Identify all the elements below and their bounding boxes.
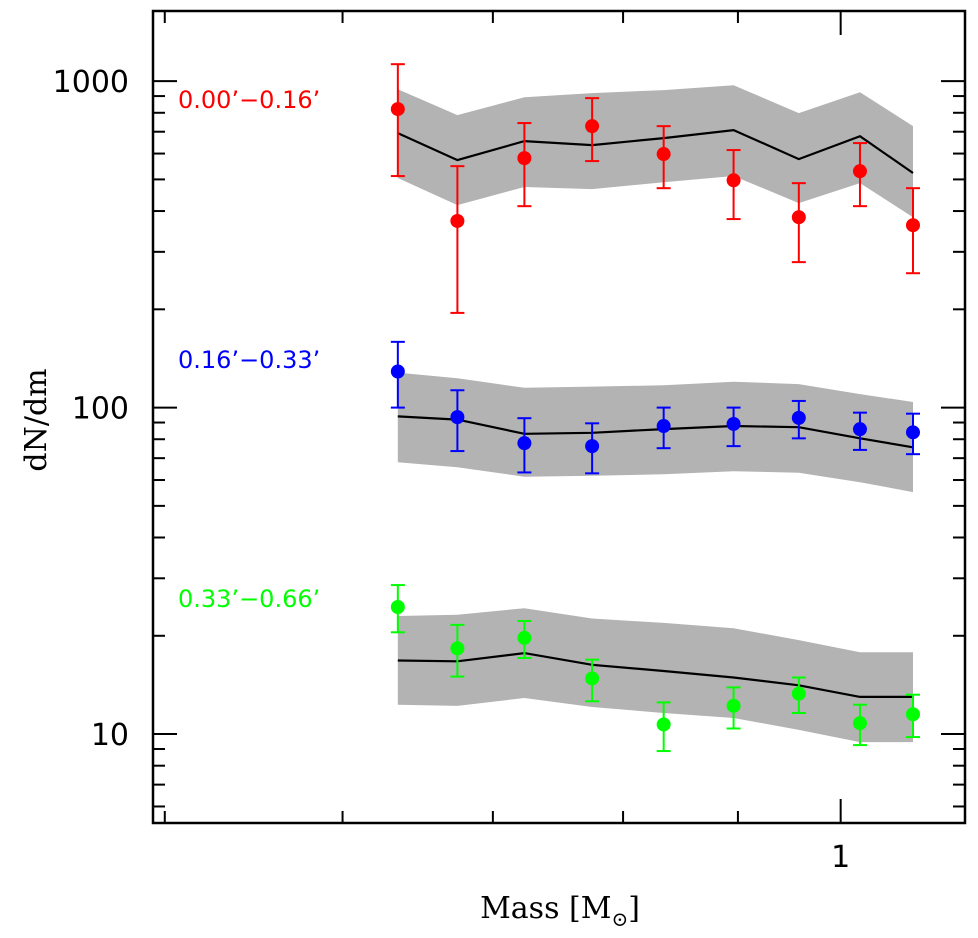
data-point <box>726 698 741 713</box>
data-point-group <box>852 142 867 208</box>
data-point-group <box>450 623 465 678</box>
data-point <box>852 716 867 731</box>
data-point-group <box>726 406 741 448</box>
y-tick-label: 10 <box>91 718 129 753</box>
data-point-group <box>905 187 920 275</box>
model-band-2 <box>397 608 913 743</box>
data-point-group <box>585 97 600 163</box>
data-point <box>450 213 465 228</box>
data-point <box>585 119 600 134</box>
data-point <box>656 717 671 732</box>
data-point <box>905 425 920 440</box>
series-label-outer: 0.33’−0.66’ <box>178 585 320 613</box>
data-point-group <box>656 406 671 450</box>
data-point <box>450 641 465 656</box>
model-bands <box>397 85 913 743</box>
data-point-group <box>517 619 532 659</box>
data-point <box>390 102 405 117</box>
data-point <box>390 600 405 615</box>
series-label-inner: 0.00’−0.16’ <box>178 86 320 114</box>
data-point <box>791 210 806 225</box>
data-point-group <box>656 701 671 753</box>
data-point-group <box>585 422 600 475</box>
data-point <box>585 439 600 454</box>
data-point <box>852 422 867 437</box>
y-axis-label: dN/dm <box>19 368 54 471</box>
model-band-1 <box>397 372 913 493</box>
plot-frame <box>151 9 967 825</box>
data-point-group <box>726 686 741 730</box>
data-point-group <box>450 389 465 453</box>
data-point <box>905 218 920 233</box>
data-point-group <box>905 693 920 739</box>
data-point-group <box>390 584 405 634</box>
data-point <box>905 707 920 722</box>
data-point <box>450 410 465 425</box>
data-point <box>517 436 532 451</box>
data-point-group <box>517 122 532 208</box>
model-band-0 <box>397 85 913 218</box>
data-point-group <box>852 703 867 747</box>
y-tick-label: 1000 <box>53 65 129 100</box>
model-line-2 <box>397 651 913 699</box>
series-label-middle: 0.16’−0.33’ <box>178 346 320 374</box>
data-point-group <box>791 676 806 715</box>
data-point-group <box>905 412 920 456</box>
data-point-group <box>791 399 806 440</box>
data-point <box>517 151 532 166</box>
data-point <box>726 173 741 188</box>
data-point-group <box>726 149 741 221</box>
data-point-group <box>390 63 405 178</box>
axis-ticks <box>153 11 965 823</box>
data-point-group <box>585 658 600 703</box>
data-point <box>390 364 405 379</box>
data-points <box>390 63 920 753</box>
tick-labels: 10 100 1000 1 <box>53 65 851 875</box>
data-point <box>656 419 671 434</box>
data-point <box>585 671 600 686</box>
data-point-group <box>852 411 867 451</box>
data-point-group <box>791 182 806 264</box>
data-point <box>656 147 671 162</box>
data-point <box>791 686 806 701</box>
y-tick-label: 100 <box>72 392 129 427</box>
axes-frame <box>151 9 967 825</box>
data-point-group <box>450 165 465 314</box>
data-point-group <box>656 125 671 190</box>
data-point <box>726 416 741 431</box>
data-point-group <box>390 340 405 409</box>
x-axis-label: Mass [M⊙] <box>480 891 640 931</box>
data-point <box>852 164 867 179</box>
x-tick-label: 1 <box>831 840 850 875</box>
data-point-group <box>517 417 532 474</box>
data-point <box>517 630 532 645</box>
data-point <box>791 410 806 425</box>
